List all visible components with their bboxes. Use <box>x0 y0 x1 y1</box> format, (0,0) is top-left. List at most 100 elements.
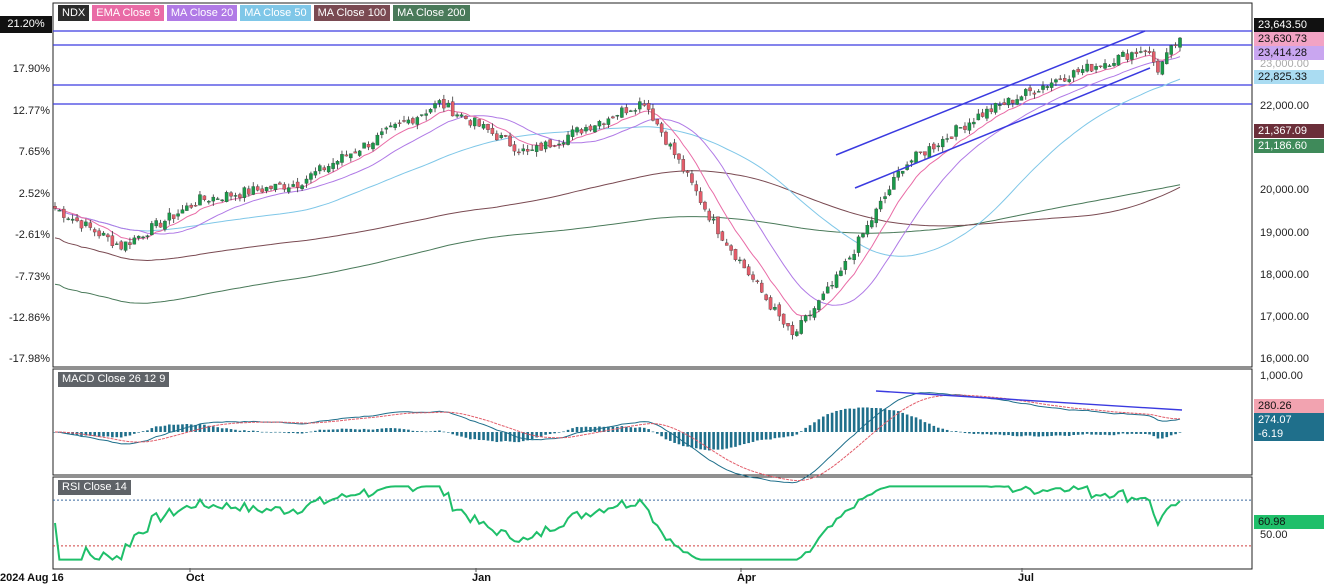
candle-body <box>437 100 442 104</box>
candle-body <box>224 192 229 202</box>
macd-histogram-bar <box>972 432 976 434</box>
macd-histogram-bar <box>371 429 375 432</box>
candle-body <box>976 113 981 121</box>
macd-histogram-bar <box>954 431 958 432</box>
macd-histogram-bar <box>451 432 454 435</box>
candle-body <box>472 117 477 127</box>
legend-item[interactable]: MA Close 50 <box>240 5 311 21</box>
macd-label[interactable]: MACD Close 26 12 9 <box>58 372 170 387</box>
legend-item[interactable]: MA Close 100 <box>313 5 391 21</box>
macd-histogram-bar <box>1058 432 1062 436</box>
candle-body <box>681 159 686 172</box>
macd-histogram-bar <box>914 417 918 432</box>
candle-body <box>764 294 768 300</box>
macd-histogram-bar <box>901 412 904 432</box>
macd-histogram-bar <box>115 432 119 438</box>
macd-histogram-bar <box>756 432 759 441</box>
macd-histogram-bar <box>835 410 838 432</box>
macd-histogram-bar <box>446 432 450 433</box>
ma100-line <box>54 170 1181 262</box>
candle-body <box>570 129 575 137</box>
macd-histogram-bar <box>575 426 579 432</box>
rsi-label[interactable]: RSI Close 14 <box>58 480 131 495</box>
candle-body <box>158 222 163 228</box>
percent-tick: 17.90% <box>12 63 50 75</box>
macd-histogram-bar <box>963 432 967 434</box>
candle-body <box>229 192 233 197</box>
legend-item[interactable]: EMA Close 9 <box>92 5 164 21</box>
macd-histogram-bar <box>106 432 110 437</box>
macd-histogram-bar <box>1033 432 1036 437</box>
price-tick: 16,000.00 <box>1260 353 1309 365</box>
candle-body <box>433 103 437 109</box>
candle-body <box>967 122 972 131</box>
candle-body <box>1058 78 1063 80</box>
candle-body <box>690 173 694 183</box>
macd-histogram-bar <box>647 429 650 432</box>
percent-tick: -7.73% <box>15 271 50 283</box>
macd-histogram-bar <box>870 407 874 432</box>
macd-histogram-bar <box>1139 432 1143 434</box>
macd-histogram-bar <box>703 432 707 450</box>
macd-histogram-bar <box>181 424 184 432</box>
macd-histogram-bar <box>194 424 197 432</box>
macd-histogram-bar <box>1178 432 1182 433</box>
macd-histogram-bar <box>651 431 655 433</box>
macd-histogram-bar <box>857 407 860 432</box>
candle-body <box>1160 61 1165 75</box>
macd-histogram-bar <box>699 432 702 450</box>
legend-item[interactable]: MA Close 200 <box>393 5 470 21</box>
macd-histogram-bar <box>782 432 785 438</box>
price-badge: 21,367.09 <box>1254 124 1324 138</box>
macd-histogram-bar <box>769 432 772 440</box>
candle-body <box>1036 91 1041 93</box>
candle-body <box>646 103 651 110</box>
price-tick: 18,000.00 <box>1260 268 1309 281</box>
candle-body <box>260 188 264 193</box>
time-tick: Jul <box>1018 572 1034 584</box>
macd-histogram-bar <box>968 432 971 434</box>
candle-body <box>615 115 620 117</box>
candle-body <box>233 195 238 197</box>
candle-body <box>790 324 795 336</box>
candle-body <box>503 135 508 137</box>
macd-histogram-bar <box>291 432 295 434</box>
candle-body <box>703 201 707 210</box>
candle-body <box>1169 45 1173 55</box>
macd-histogram-bar <box>950 431 953 432</box>
candle-body <box>193 205 198 207</box>
macd-histogram-bar <box>1126 432 1129 435</box>
candle-body <box>1085 63 1089 72</box>
legend-item[interactable]: MA Close 20 <box>166 5 238 21</box>
macd-histogram-bar <box>773 432 777 439</box>
macd-histogram-bar <box>874 408 878 432</box>
candle-body <box>521 148 526 152</box>
candle-body <box>362 142 366 149</box>
candle-body <box>375 134 380 146</box>
macd-histogram-bar <box>945 429 949 432</box>
macd-histogram-bar <box>521 432 525 442</box>
price-tick: 19,000.00 <box>1260 226 1309 239</box>
candle-body <box>1089 63 1094 72</box>
candle-body <box>490 127 495 134</box>
candle-body <box>720 231 725 241</box>
candle-body <box>499 135 503 139</box>
candle-body <box>958 127 963 129</box>
macd-histogram-bar <box>287 432 291 434</box>
candle-body <box>620 107 624 118</box>
macd-histogram-bar <box>1090 432 1093 435</box>
macd-axis-top: 1,000.00 <box>1260 370 1303 382</box>
price-badge: 22,825.33 <box>1254 70 1324 84</box>
macd-histogram-bar <box>185 423 189 432</box>
candle-body <box>575 127 579 133</box>
candle-body <box>878 200 883 210</box>
legend-item[interactable]: NDX <box>58 5 90 21</box>
candle-body <box>1045 86 1050 88</box>
macd-line <box>54 392 1181 484</box>
macd-histogram-bar <box>888 410 891 432</box>
macd-histogram-bar <box>234 429 237 432</box>
candle-body <box>954 125 958 137</box>
candle-body <box>733 249 738 260</box>
macd-histogram-bar <box>553 432 556 434</box>
macd-histogram-bar <box>707 432 711 451</box>
